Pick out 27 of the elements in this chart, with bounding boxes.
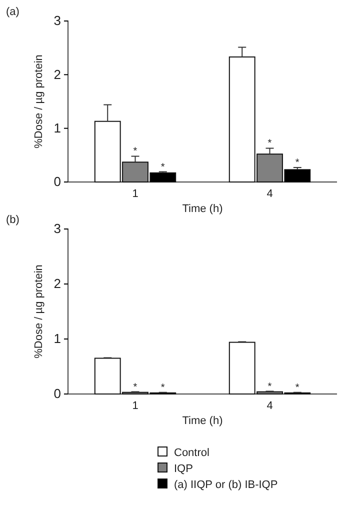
x-axis-title: Time (h) (182, 203, 223, 215)
annotation: * (160, 162, 165, 173)
x-tick-label: 4 (266, 188, 273, 200)
annotation: * (268, 381, 272, 392)
y-tick-label: 1 (54, 331, 61, 346)
chart-title: (b) (6, 214, 20, 226)
legend-label: IQP (174, 463, 193, 475)
y-tick-label: 2 (54, 276, 61, 292)
annotation: * (133, 382, 138, 393)
x-axis-title: Time (h) (182, 415, 223, 427)
y-axis-title: %Dose / µg protein (33, 54, 45, 148)
annotation: * (133, 146, 138, 158)
y-axis-title: %Dose / µg protein (33, 264, 45, 358)
y-tick-label: 0 (54, 386, 61, 402)
y-tick-label: 3 (54, 221, 61, 236)
legend-label: Control (174, 447, 210, 459)
annotation: * (295, 158, 300, 169)
y-tick-label: 1 (54, 120, 61, 136)
y-tick-label: 2 (54, 66, 61, 82)
chart-title: (a) (6, 6, 20, 18)
annotation: * (160, 382, 165, 394)
annotation: * (295, 382, 300, 394)
y-tick-label: 3 (54, 13, 61, 28)
legend-label: (a) IIQP or (b) IB-IQP (174, 479, 278, 491)
annotation: * (268, 138, 272, 150)
y-tick-label: 0 (54, 174, 61, 190)
x-tick-label: 4 (266, 400, 273, 412)
